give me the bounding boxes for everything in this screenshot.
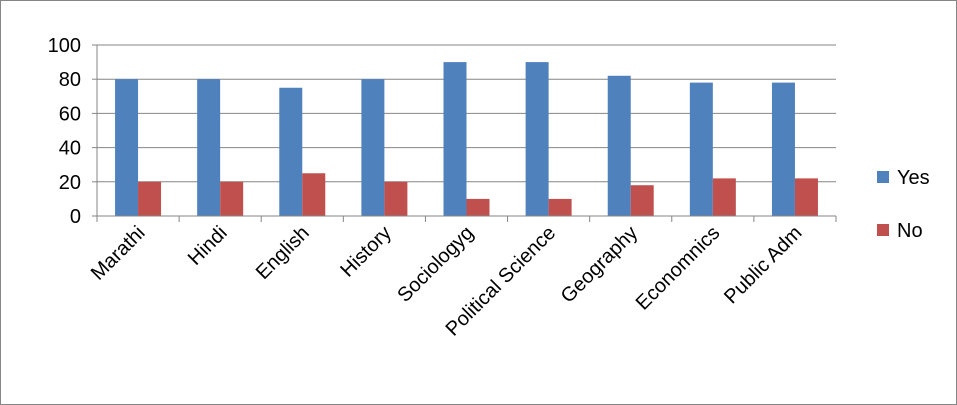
x-tick-label: English [252,222,314,284]
bar-no-7 [630,185,654,216]
bar-yes-3 [279,87,303,216]
bar-no-4 [384,181,408,216]
y-tick-label: 100 [48,35,81,57]
bar-no-5 [466,198,490,216]
legend-label-no: No [897,220,923,242]
legend-label-yes: Yes [897,167,930,189]
bar-yes-7 [607,75,631,216]
legend-swatch-yes [877,171,889,183]
legend-swatch-no [877,224,889,236]
bars [115,62,818,217]
bar-yes-5 [443,62,467,216]
y-tick-label: 60 [59,103,81,125]
bar-no-6 [548,198,572,216]
bar-yes-9 [771,82,795,217]
y-tick-label: 20 [59,172,81,194]
axes [96,45,837,222]
bar-no-8 [712,178,736,216]
bar-no-9 [794,178,818,216]
x-tick-label: Marathi [87,222,150,285]
x-tick-label: Geography [557,222,643,308]
bar-no-1 [138,181,162,216]
y-tick-label: 80 [59,69,81,91]
y-tick-label: 40 [59,138,81,160]
x-tick-label: Economnics [632,222,725,315]
x-tick-label: Public Adm [720,222,806,308]
bar-yes-6 [525,62,549,216]
x-tick-label: Hindi [184,222,232,270]
bar-yes-1 [115,79,139,216]
x-tick-labels: Marathi Hindi English HistorySociologygPoli… [87,222,807,341]
bar-yes-2 [197,79,221,216]
y-tick-labels: 0 20 40 60 80 100 [48,35,97,228]
bar-no-3 [302,173,326,216]
x-tick-label: Sociologyg [393,222,478,307]
bar-yes-4 [361,79,385,216]
bar-no-2 [220,181,244,216]
bar-yes-8 [689,82,713,217]
legend: Yes No [877,167,930,242]
y-tick-label: 0 [70,206,81,228]
x-tick-label: History [336,222,396,282]
